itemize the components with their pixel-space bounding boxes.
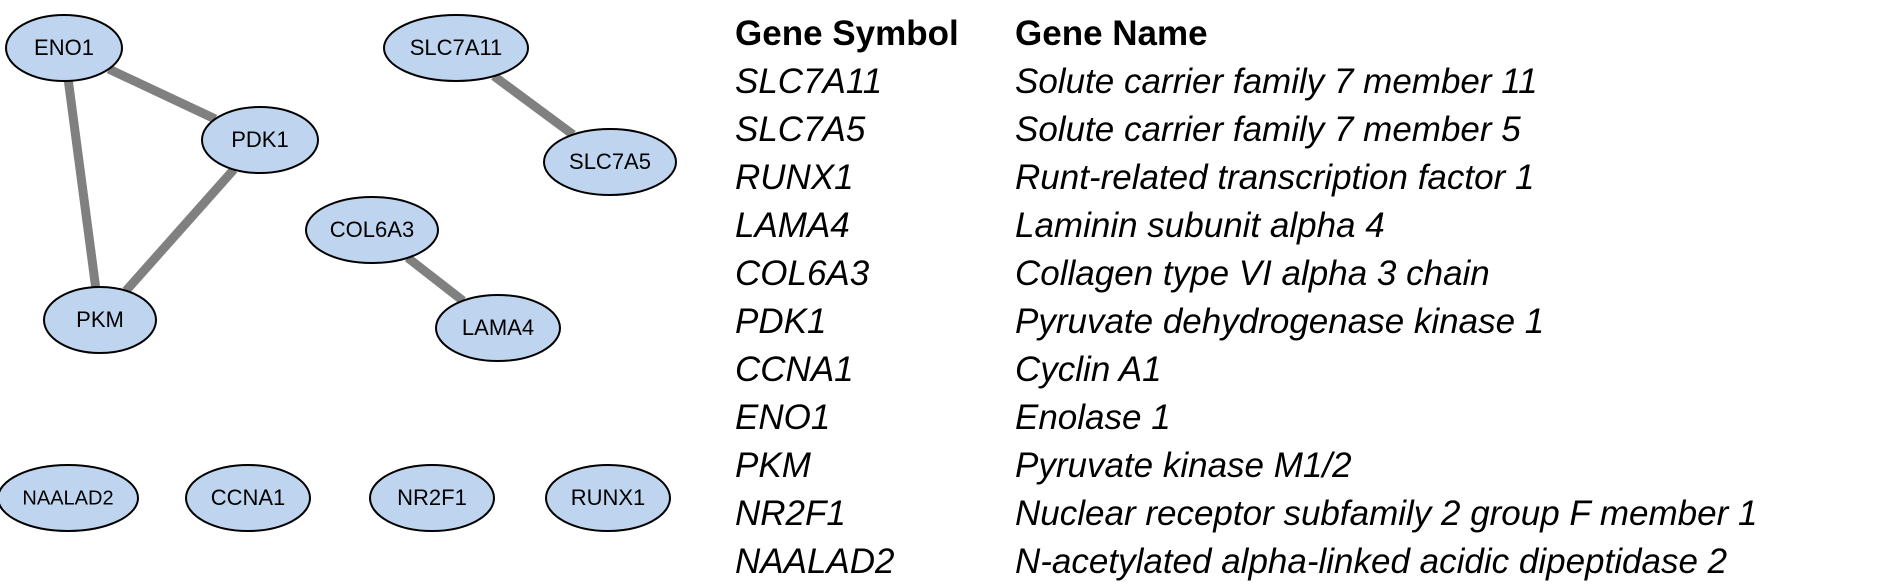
table-row: ENO1Enolase 1 xyxy=(735,394,1895,442)
node-COL6A3: COL6A3 xyxy=(306,197,438,263)
node-ENO1: ENO1 xyxy=(6,15,122,81)
node-label-ENO1: ENO1 xyxy=(34,35,94,60)
cell-gene-symbol: PKM xyxy=(735,442,1015,490)
edge-ENO1-PDK1 xyxy=(109,69,216,119)
cell-gene-symbol: CCNA1 xyxy=(735,346,1015,394)
cell-gene-symbol: SLC7A5 xyxy=(735,106,1015,154)
cell-gene-symbol: NR2F1 xyxy=(735,490,1015,538)
table-row: SLC7A5Solute carrier family 7 member 5 xyxy=(735,106,1895,154)
cell-gene-name: Pyruvate dehydrogenase kinase 1 xyxy=(1015,298,1895,346)
node-SLC7A11: SLC7A11 xyxy=(384,15,528,81)
node-label-PDK1: PDK1 xyxy=(231,127,288,152)
cell-gene-name: Pyruvate kinase M1/2 xyxy=(1015,442,1895,490)
node-CCNA1: CCNA1 xyxy=(186,465,310,531)
cell-gene-symbol: COL6A3 xyxy=(735,250,1015,298)
gene-table: Gene SymbolGene NameSLC7A11Solute carrie… xyxy=(735,10,1895,586)
cell-gene-name: Solute carrier family 7 member 11 xyxy=(1015,58,1895,106)
node-label-SLC7A11: SLC7A11 xyxy=(410,35,503,60)
node-PKM: PKM xyxy=(44,287,156,353)
table-row: NR2F1Nuclear receptor subfamily 2 group … xyxy=(735,490,1895,538)
node-label-NAALAD2: NAALAD2 xyxy=(22,487,113,509)
table-row: LAMA4Laminin subunit alpha 4 xyxy=(735,202,1895,250)
cell-gene-name: Collagen type VI alpha 3 chain xyxy=(1015,250,1895,298)
edge-SLC7A11-SLC7A5 xyxy=(494,76,573,135)
cell-gene-name: Nuclear receptor subfamily 2 group F mem… xyxy=(1015,490,1895,538)
gene-network: ENO1 SLC7A11 PDK1 SLC7A5 COL6A3 PKM LAMA4 NAALA… xyxy=(0,0,720,565)
node-label-LAMA4: LAMA4 xyxy=(462,315,534,340)
edge-PDK1-PKM xyxy=(126,169,234,290)
header-gene-symbol: Gene Symbol xyxy=(735,10,1015,58)
cell-gene-name: Runt-related transcription factor 1 xyxy=(1015,154,1895,202)
node-NAALAD2: NAALAD2 xyxy=(0,465,138,531)
node-label-PKM: PKM xyxy=(76,307,124,332)
node-label-CCNA1: CCNA1 xyxy=(211,485,286,510)
cell-gene-symbol: ENO1 xyxy=(735,394,1015,442)
edge-COL6A3-LAMA4 xyxy=(408,258,463,301)
table-row: NAALAD2N-acetylated alpha-linked acidic … xyxy=(735,538,1895,586)
node-SLC7A5: SLC7A5 xyxy=(544,129,676,195)
node-label-SLC7A5: SLC7A5 xyxy=(569,149,651,174)
cell-gene-name: Solute carrier family 7 member 5 xyxy=(1015,106,1895,154)
cell-gene-name: N-acetylated alpha-linked acidic dipepti… xyxy=(1015,538,1895,586)
cell-gene-symbol: PDK1 xyxy=(735,298,1015,346)
header-gene-name: Gene Name xyxy=(1015,10,1895,58)
node-label-COL6A3: COL6A3 xyxy=(330,217,414,242)
cell-gene-symbol: RUNX1 xyxy=(735,154,1015,202)
node-PDK1: PDK1 xyxy=(202,107,318,173)
edge-ENO1-PKM xyxy=(68,81,95,287)
node-RUNX1: RUNX1 xyxy=(546,465,670,531)
cell-gene-symbol: NAALAD2 xyxy=(735,538,1015,586)
figure-canvas: ENO1 SLC7A11 PDK1 SLC7A5 COL6A3 PKM LAMA4 NAALA… xyxy=(0,0,1895,565)
table-row: SLC7A11Solute carrier family 7 member 11 xyxy=(735,58,1895,106)
table-row: CCNA1Cyclin A1 xyxy=(735,346,1895,394)
node-label-NR2F1: NR2F1 xyxy=(397,485,467,510)
node-LAMA4: LAMA4 xyxy=(436,295,560,361)
node-NR2F1: NR2F1 xyxy=(370,465,494,531)
cell-gene-symbol: LAMA4 xyxy=(735,202,1015,250)
node-label-RUNX1: RUNX1 xyxy=(571,485,646,510)
table-row: RUNX1Runt-related transcription factor 1 xyxy=(735,154,1895,202)
cell-gene-name: Enolase 1 xyxy=(1015,394,1895,442)
cell-gene-symbol: SLC7A11 xyxy=(735,58,1015,106)
table-row: PDK1Pyruvate dehydrogenase kinase 1 xyxy=(735,298,1895,346)
table-row: PKMPyruvate kinase M1/2 xyxy=(735,442,1895,490)
table-row: COL6A3Collagen type VI alpha 3 chain xyxy=(735,250,1895,298)
table-header-row: Gene SymbolGene Name xyxy=(735,10,1895,58)
cell-gene-name: Laminin subunit alpha 4 xyxy=(1015,202,1895,250)
cell-gene-name: Cyclin A1 xyxy=(1015,346,1895,394)
